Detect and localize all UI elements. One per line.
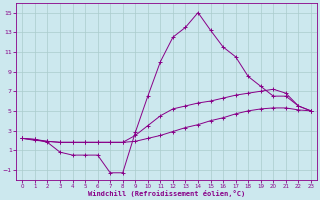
X-axis label: Windchill (Refroidissement éolien,°C): Windchill (Refroidissement éolien,°C) xyxy=(88,190,245,197)
